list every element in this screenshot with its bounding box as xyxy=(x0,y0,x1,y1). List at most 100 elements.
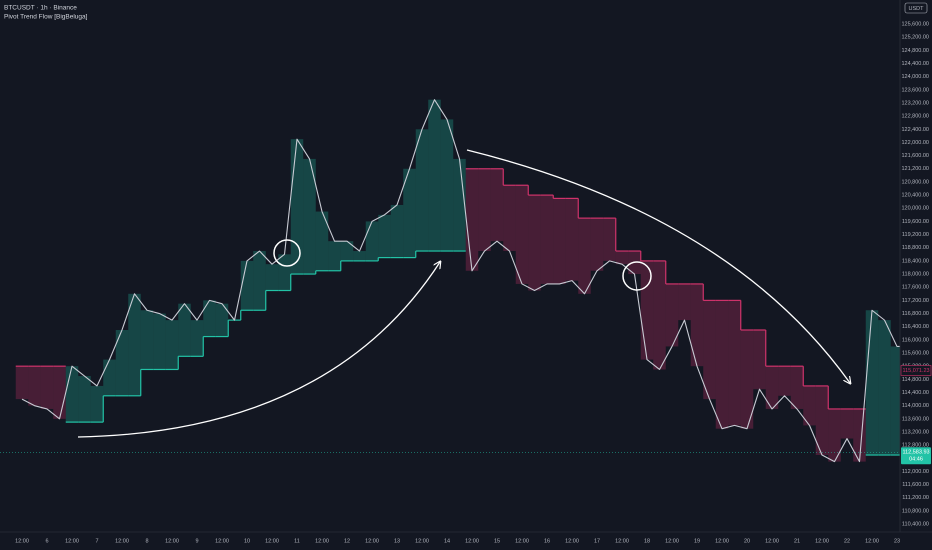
x-tick-label: 16 xyxy=(544,538,550,544)
trend-fill xyxy=(103,359,116,396)
trend-fill xyxy=(740,329,754,429)
x-tick-label: 12:00 xyxy=(315,538,329,544)
y-tick-label: 122,400.00 xyxy=(901,127,929,133)
x-tick-label: 20 xyxy=(744,538,750,544)
trend-fill xyxy=(428,99,441,252)
trend-fill xyxy=(365,221,379,261)
x-tick-label: 12:00 xyxy=(865,538,879,544)
x-tick-label: 22 xyxy=(844,538,850,544)
trend-fill xyxy=(40,366,54,409)
trend-fill xyxy=(803,385,816,426)
trend-fill xyxy=(340,241,354,261)
y-tick-label: 111,200.00 xyxy=(902,495,929,501)
x-tick-label: 12:00 xyxy=(165,538,179,544)
highlight-circle xyxy=(273,239,301,267)
trend-fill xyxy=(78,376,91,423)
x-tick-label: 12:00 xyxy=(615,538,629,544)
x-tick-label: 9 xyxy=(195,538,198,544)
trend-fill xyxy=(765,366,779,409)
price-line xyxy=(21,99,910,463)
x-tick-label: 12:00 xyxy=(115,538,129,544)
x-tick-label: 12:00 xyxy=(365,538,379,544)
trend-fill xyxy=(190,320,204,357)
x-tick-label: 12:00 xyxy=(565,538,579,544)
trend-fill xyxy=(203,300,216,337)
y-tick-label: 118,800.00 xyxy=(902,245,929,251)
y-tick-label: 119,600.00 xyxy=(902,219,929,225)
trend-fill xyxy=(65,366,79,423)
trend-fill xyxy=(378,214,391,258)
y-tick-label: 112,000.00 xyxy=(902,469,929,475)
y-tick-label: 111,600.00 xyxy=(902,482,929,488)
trend-fill xyxy=(15,366,29,400)
trend-fill xyxy=(603,218,616,261)
trend-fill xyxy=(865,310,879,456)
trend-fill xyxy=(828,408,841,462)
trend-fill xyxy=(253,251,266,311)
trend-fill xyxy=(215,303,229,337)
y-tick-label: 124,000.00 xyxy=(901,74,929,80)
y-tick-label: 116,400.00 xyxy=(902,324,929,330)
x-tick-label: 12:00 xyxy=(215,538,229,544)
trend-fill xyxy=(90,385,104,423)
marker-price-label: 115,071.23 xyxy=(902,368,929,374)
trend-fill xyxy=(153,313,166,370)
trend-fill xyxy=(728,300,741,426)
x-tick-label: 12:00 xyxy=(415,538,429,544)
last-price-label: 112,583.93 xyxy=(902,450,929,456)
y-tick-label: 110,800.00 xyxy=(902,508,929,514)
trend-fill xyxy=(665,283,679,347)
trend-fill xyxy=(878,320,891,456)
trend-fill xyxy=(503,185,516,252)
y-tick-label: 123,200.00 xyxy=(901,100,929,106)
trend-fill xyxy=(140,310,154,370)
trend-fill xyxy=(703,300,716,400)
x-tick-label: 8 xyxy=(145,538,148,544)
x-tick-label: 10 xyxy=(244,538,250,544)
trend-fill xyxy=(415,129,429,252)
y-tick-label: 124,800.00 xyxy=(901,48,929,54)
trend-fill xyxy=(615,251,629,265)
x-tick-label: 21 xyxy=(794,538,800,544)
trend-fill xyxy=(815,385,829,456)
trend-fill xyxy=(128,293,141,396)
y-tick-label: 125,600.00 xyxy=(901,21,929,27)
trend-fill xyxy=(403,168,416,258)
y-tick-label: 117,600.00 xyxy=(902,285,929,291)
y-tick-label: 122,000.00 xyxy=(901,140,929,146)
last-price-box xyxy=(901,447,931,465)
trend-fill xyxy=(590,218,604,271)
trend-fill xyxy=(578,218,591,294)
y-tick-label: 113,200.00 xyxy=(902,429,929,435)
x-tick-label: 13 xyxy=(394,538,400,544)
y-tick-label: 115,600.00 xyxy=(902,350,929,356)
currency-box[interactable] xyxy=(904,2,928,14)
y-tick-label: 123,600.00 xyxy=(901,87,929,93)
trend-fill xyxy=(328,241,341,271)
x-tick-label: 19 xyxy=(694,538,700,544)
trend-fill xyxy=(440,119,454,252)
trend-fill xyxy=(753,329,766,390)
x-tick-label: 17 xyxy=(594,538,600,544)
trend-fill xyxy=(528,195,541,291)
y-tick-label: 110,400.00 xyxy=(902,522,929,528)
x-tick-label: 7 xyxy=(95,538,98,544)
x-tick-label: 12:00 xyxy=(15,538,29,544)
trend-fill xyxy=(653,260,666,370)
x-tick-label: 12:00 xyxy=(665,538,679,544)
x-tick-label: 12:00 xyxy=(265,538,279,544)
y-tick-label: 117,200.00 xyxy=(902,298,929,304)
y-tick-label: 118,000.00 xyxy=(902,272,929,278)
x-tick-label: 12 xyxy=(344,538,350,544)
marker-price-box xyxy=(900,365,932,376)
currency[interactable]: USDT xyxy=(909,6,925,12)
y-tick-label: 114,400.00 xyxy=(902,390,929,396)
trend-fill xyxy=(690,283,704,367)
y-tick-label: 114,000.00 xyxy=(902,403,929,409)
trend-fill xyxy=(278,254,291,291)
y-tick-label: 122,800.00 xyxy=(901,114,929,120)
y-tick-label: 121,600.00 xyxy=(901,153,929,159)
y-tick-label: 116,800.00 xyxy=(902,311,929,317)
trend-fill xyxy=(465,168,479,271)
